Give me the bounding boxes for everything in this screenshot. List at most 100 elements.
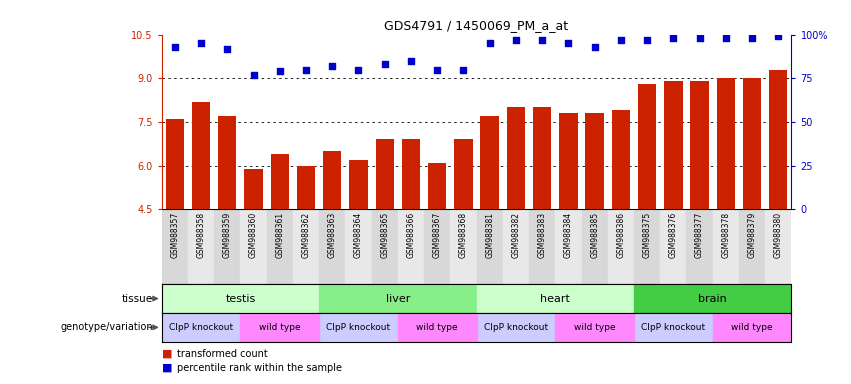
Bar <box>581 209 608 284</box>
Bar <box>162 209 188 284</box>
Text: GSM988375: GSM988375 <box>643 212 652 258</box>
Point <box>325 63 339 69</box>
Bar <box>424 209 450 284</box>
Text: GSM988384: GSM988384 <box>564 212 573 258</box>
Point <box>404 58 418 64</box>
Point <box>168 44 181 50</box>
Text: GSM988379: GSM988379 <box>747 212 757 258</box>
Text: GSM988358: GSM988358 <box>197 212 206 258</box>
Text: GSM988361: GSM988361 <box>275 212 284 258</box>
Bar <box>712 209 739 284</box>
Bar <box>477 209 503 284</box>
Bar <box>293 209 319 284</box>
Bar <box>166 119 184 209</box>
Bar <box>266 209 293 284</box>
Text: GSM988367: GSM988367 <box>432 212 442 258</box>
Text: GSM988386: GSM988386 <box>616 212 625 258</box>
Bar <box>664 81 683 209</box>
Text: wild type: wild type <box>574 323 615 332</box>
Text: ■: ■ <box>162 362 172 373</box>
Text: percentile rank within the sample: percentile rank within the sample <box>177 362 342 373</box>
Bar <box>240 313 319 342</box>
Point <box>640 37 654 43</box>
Bar <box>612 110 630 209</box>
Bar <box>765 209 791 284</box>
Text: GSM988364: GSM988364 <box>354 212 363 258</box>
Point <box>247 72 260 78</box>
Text: wild type: wild type <box>731 323 773 332</box>
Bar <box>712 313 791 342</box>
Bar <box>638 84 656 209</box>
Bar <box>271 154 289 209</box>
Bar <box>717 78 735 209</box>
Bar <box>218 116 237 209</box>
Text: GSM988357: GSM988357 <box>170 212 180 258</box>
Bar <box>240 209 266 284</box>
Text: ClpP knockout: ClpP knockout <box>484 323 548 332</box>
Point <box>719 35 733 41</box>
Bar <box>739 209 765 284</box>
Bar <box>372 209 398 284</box>
Point <box>666 35 680 41</box>
Point <box>614 37 628 43</box>
Text: GSM988360: GSM988360 <box>249 212 258 258</box>
Bar <box>244 169 263 209</box>
Text: heart: heart <box>540 293 570 304</box>
Point <box>194 40 208 46</box>
Bar <box>397 209 424 284</box>
Bar <box>481 116 499 209</box>
Text: ClpP knockout: ClpP knockout <box>169 323 233 332</box>
Point <box>273 68 287 74</box>
Bar <box>319 284 477 313</box>
Text: GSM988376: GSM988376 <box>669 212 678 258</box>
Bar <box>634 313 712 342</box>
Point <box>457 66 471 73</box>
Bar <box>402 139 420 209</box>
Bar <box>477 313 555 342</box>
Bar <box>559 113 578 209</box>
Text: genotype/variation: genotype/variation <box>60 322 153 333</box>
Bar <box>297 166 315 209</box>
Text: GSM988385: GSM988385 <box>590 212 599 258</box>
Bar <box>585 113 604 209</box>
Bar <box>346 209 372 284</box>
Bar <box>162 313 240 342</box>
Bar <box>634 209 660 284</box>
Text: GSM988366: GSM988366 <box>407 212 415 258</box>
Text: brain: brain <box>699 293 727 304</box>
Bar <box>428 163 447 209</box>
Bar <box>191 101 210 209</box>
Text: GSM988377: GSM988377 <box>695 212 704 258</box>
Point <box>772 33 785 40</box>
Text: GSM988368: GSM988368 <box>459 212 468 258</box>
Text: tissue: tissue <box>122 293 153 304</box>
Text: GSM988382: GSM988382 <box>511 212 521 258</box>
Text: wild type: wild type <box>416 323 458 332</box>
Point <box>378 61 391 67</box>
Text: liver: liver <box>386 293 410 304</box>
Text: ClpP knockout: ClpP knockout <box>642 323 705 332</box>
Bar <box>769 70 787 209</box>
Text: transformed count: transformed count <box>177 349 268 359</box>
Bar <box>323 151 341 209</box>
Bar <box>555 209 581 284</box>
Text: GSM988380: GSM988380 <box>774 212 783 258</box>
Point <box>588 44 602 50</box>
Point <box>220 45 234 51</box>
Point <box>431 66 444 73</box>
Point <box>351 66 365 73</box>
Text: wild type: wild type <box>259 323 300 332</box>
Bar <box>454 139 472 209</box>
Bar <box>608 209 634 284</box>
Text: testis: testis <box>226 293 255 304</box>
Bar <box>397 313 477 342</box>
Text: GSM988378: GSM988378 <box>722 212 730 258</box>
Point <box>562 40 575 46</box>
Text: GSM988362: GSM988362 <box>301 212 311 258</box>
Point <box>535 37 549 43</box>
Text: GSM988381: GSM988381 <box>485 212 494 258</box>
Bar <box>506 108 525 209</box>
Bar <box>319 313 397 342</box>
Text: ClpP knockout: ClpP knockout <box>327 323 391 332</box>
Point <box>300 66 313 73</box>
